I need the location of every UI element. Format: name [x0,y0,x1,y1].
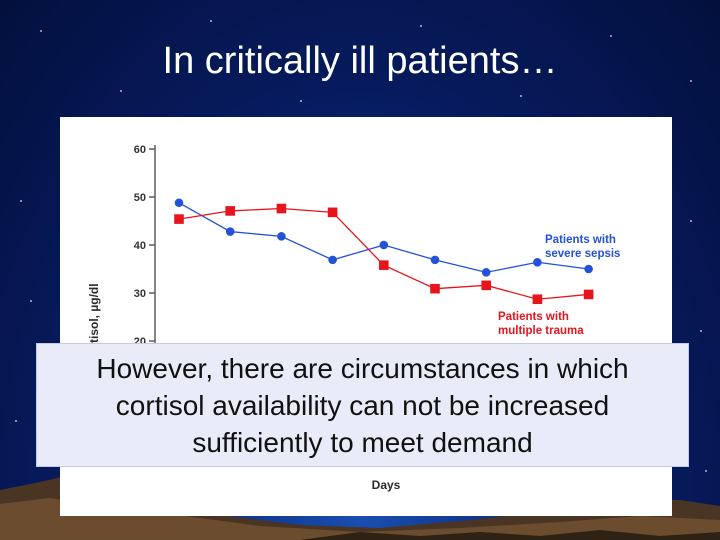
mountain-decoration [0,475,720,540]
legend-label-trauma: Patients with [498,311,569,323]
data-point-sepsis [481,268,491,277]
y-tick-label: 40 [134,240,146,252]
data-point-trauma [327,207,338,218]
data-point-trauma [174,214,184,224]
data-point-sepsis [584,264,593,274]
callout-box: However, there are circumstances in whic… [36,343,689,467]
data-point-sepsis [225,227,235,236]
legend-label-sepsis: Patients with [545,234,616,246]
data-point-sepsis [328,255,337,265]
data-point-trauma [379,260,389,270]
data-point-sepsis [277,232,286,241]
y-tick-label: 60 [134,144,146,156]
data-point-trauma [583,289,594,300]
x-axis-label: Days [372,478,401,492]
data-point-trauma [430,283,440,294]
series-line-trauma [178,207,589,300]
data-point-trauma [481,280,491,291]
legend-label-sepsis: severe sepsis [545,248,620,260]
data-point-sepsis [533,257,542,267]
legend-label-trauma: multiple trauma [498,325,584,337]
slide-title: In critically ill patients… [162,40,558,82]
data-point-sepsis [379,240,389,250]
data-point-sepsis [430,255,440,265]
data-point-trauma [225,206,235,216]
y-tick-label: 30 [134,288,146,300]
data-point-trauma [532,294,543,305]
data-point-sepsis [174,198,184,208]
cortisol-line-chart: um cortisol, µg/dl Days 6050403020Patien… [87,144,620,492]
callout-text: However, there are circumstances in whic… [96,352,629,458]
y-tick-label: 50 [134,192,146,204]
data-point-trauma [276,203,287,214]
